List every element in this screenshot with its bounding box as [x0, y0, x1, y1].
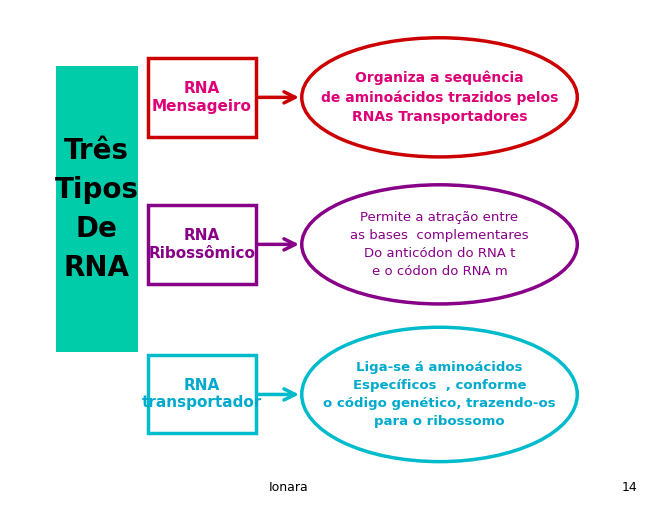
Text: Permite a atração entre
as bases  complementares
Do anticódon do RNA t
e o códon: Permite a atração entre as bases complem…: [350, 211, 529, 278]
Text: RNA
Ribossômico: RNA Ribossômico: [148, 229, 255, 261]
FancyArrowPatch shape: [258, 389, 295, 400]
FancyBboxPatch shape: [148, 205, 256, 284]
FancyBboxPatch shape: [56, 66, 138, 352]
Text: Organiza a sequência
de aminoácidos trazidos pelos
RNAs Transportadores: Organiza a sequência de aminoácidos traz…: [321, 70, 558, 125]
Text: Liga-se á aminoácidos
Específicos  , conforme
o código genético, trazendo-os
par: Liga-se á aminoácidos Específicos , conf…: [323, 361, 556, 428]
Text: 14: 14: [622, 481, 638, 494]
Text: RNA
Mensageiro: RNA Mensageiro: [152, 82, 252, 114]
FancyArrowPatch shape: [258, 92, 295, 103]
Ellipse shape: [302, 185, 577, 304]
Text: Ionara: Ionara: [269, 481, 308, 494]
Text: RNA
transportador: RNA transportador: [142, 378, 262, 410]
FancyBboxPatch shape: [148, 58, 256, 137]
Ellipse shape: [302, 328, 577, 461]
FancyBboxPatch shape: [148, 355, 256, 433]
FancyArrowPatch shape: [258, 239, 295, 250]
Text: Três
Tipos
De
RNA: Três Tipos De RNA: [54, 137, 139, 281]
Ellipse shape: [302, 38, 577, 157]
